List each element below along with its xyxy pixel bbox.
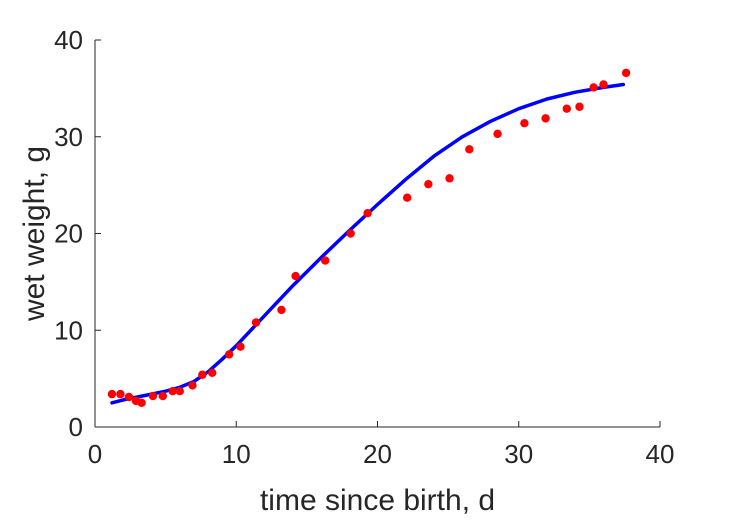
data-point [116,389,125,399]
data-point [208,368,217,378]
data-point [589,83,598,92]
y-axis-label: wet weight, g [18,146,51,322]
x-tick-label: 10 [222,439,251,469]
data-point [251,318,261,327]
data-point [493,129,502,139]
data-point [175,387,184,396]
data-point [277,305,286,315]
fit-curve-layer [110,82,626,405]
y-tick-label: 20 [54,219,83,249]
data-point [198,370,207,379]
x-tick-label: 20 [363,439,392,469]
data-point [465,145,474,154]
y-tick-label: 0 [69,412,83,442]
y-tick-label: 40 [54,25,83,55]
axes: 0 10 20 30 40 0 10 20 30 40 [54,25,674,469]
data-point [424,179,433,189]
data-point [188,381,197,390]
x-tick-label: 30 [504,439,533,469]
data-point [520,119,529,128]
data-point [158,391,167,401]
data-point [321,256,330,265]
data-point [621,68,631,78]
data-point [148,391,158,401]
data-point [575,102,584,111]
data-point [124,392,134,402]
data-points-layer [107,68,631,408]
data-point [562,104,571,113]
fit-curve-line [110,82,626,405]
data-point [402,193,412,202]
data-point [291,271,300,281]
x-tick-label: 0 [88,439,102,469]
data-point [445,174,454,183]
data-point [599,80,608,89]
data-point [137,398,146,408]
data-point [107,389,117,399]
data-point [541,114,550,123]
x-ticks: 0 10 20 30 40 [88,421,675,469]
x-tick-label: 40 [646,439,675,469]
data-point [363,208,372,218]
x-axis-label: time since birth, d [260,484,495,517]
y-tick-label: 30 [54,122,83,152]
y-tick-label: 10 [54,315,83,345]
y-ticks: 0 10 20 30 40 [54,25,101,442]
data-point [168,387,177,396]
data-point [224,350,234,359]
data-point [346,229,355,238]
data-point [236,342,245,351]
